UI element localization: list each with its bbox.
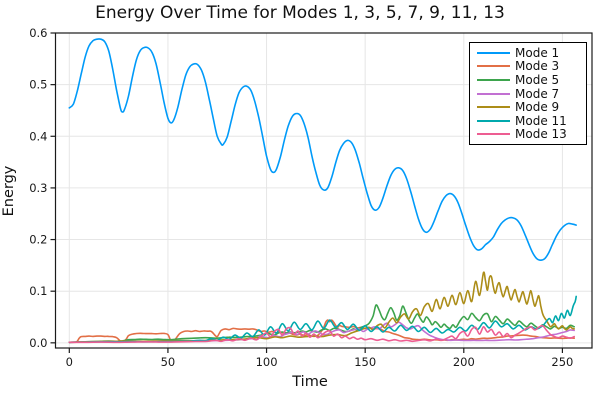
legend-label: Mode 11 (515, 113, 567, 128)
x-tick-label: 50 (161, 355, 176, 369)
legend-label: Mode 7 (515, 86, 560, 101)
legend-line-swatch (477, 78, 510, 81)
x-tick-label: 150 (354, 355, 376, 369)
x-axis-label: Time (292, 374, 328, 390)
series-line-mode-9 (68, 271, 575, 344)
series-line-mode-1 (68, 38, 577, 261)
x-tick-label: 250 (551, 355, 573, 369)
x-tick-label: 100 (256, 355, 278, 369)
legend-label: Mode 13 (515, 127, 567, 142)
legend-line-swatch (477, 92, 510, 95)
y-tick-label: 0.1 (29, 284, 47, 298)
y-tick-label: 0.3 (29, 181, 47, 195)
y-tick-label: 0.2 (29, 233, 47, 247)
chart-title: Energy Over Time for Modes 1, 3, 5, 7, 9… (95, 3, 505, 23)
legend-item-mode-9: Mode 9 (477, 100, 582, 114)
legend-line-swatch (477, 65, 510, 68)
axis-frame (54, 32, 593, 349)
x-tick-label: 200 (453, 355, 475, 369)
y-tick-label: 0.0 (29, 336, 47, 350)
legend-item-mode-11: Mode 11 (477, 114, 582, 128)
x-tick-label: 0 (66, 355, 73, 369)
series-line-mode-5 (68, 304, 575, 344)
legend-label: Mode 5 (515, 72, 560, 87)
y-tick-label: 0.5 (29, 78, 47, 92)
legend-item-mode-3: Mode 3 (477, 59, 582, 74)
legend-line-swatch (477, 106, 510, 109)
legend-item-mode-7: Mode 7 (477, 87, 582, 101)
y-tick-label: 0.6 (29, 26, 47, 40)
legend-item-mode-1: Mode 1 (477, 46, 582, 60)
legend-line-swatch (477, 119, 510, 122)
legend-label: Mode 9 (515, 100, 560, 115)
legend-line-swatch (477, 133, 510, 136)
legend-item-mode-13: Mode 13 (477, 127, 582, 142)
series-line-mode-13 (68, 324, 575, 344)
legend-item-mode-5: Mode 5 (477, 73, 582, 87)
legend-label: Mode 3 (515, 59, 560, 74)
y-tick-label: 0.4 (29, 129, 47, 143)
legend: Mode 1 Mode 3 Mode 5 Mode 7 Mode 9 Mode 11 Mod… (469, 42, 587, 146)
y-axis-label: Energy (1, 165, 17, 217)
legend-line-swatch (477, 51, 510, 54)
legend-label: Mode 1 (515, 45, 560, 60)
